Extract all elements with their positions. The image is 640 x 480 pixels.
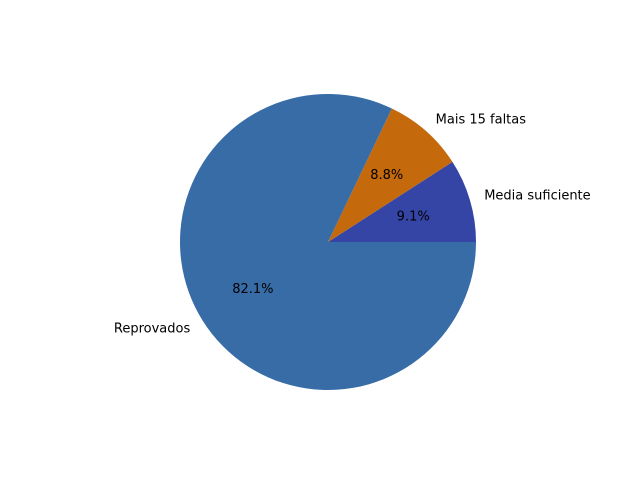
slice-label-media-suficiente: Media suficiente — [484, 189, 590, 204]
pie-slice-mais-15-faltas — [328, 108, 453, 242]
slice-percent-reprovados: 82.1% — [232, 282, 273, 297]
pie-slices — [180, 94, 476, 391]
slice-label-mais-15-faltas: Mais 15 faltas — [436, 112, 527, 127]
slice-label-reprovados: Reprovados — [114, 321, 191, 336]
pie-labels: Media suficiente 9.1% Mais 15 faltas 8.8% Re… — [114, 112, 591, 336]
pie-slice-media-suficiente — [328, 161, 476, 242]
slice-percent-media-suficiente: 9.1% — [397, 209, 430, 224]
pie-slice-reprovados — [180, 94, 476, 391]
slice-percent-mais-15-faltas: 8.8% — [370, 168, 403, 183]
